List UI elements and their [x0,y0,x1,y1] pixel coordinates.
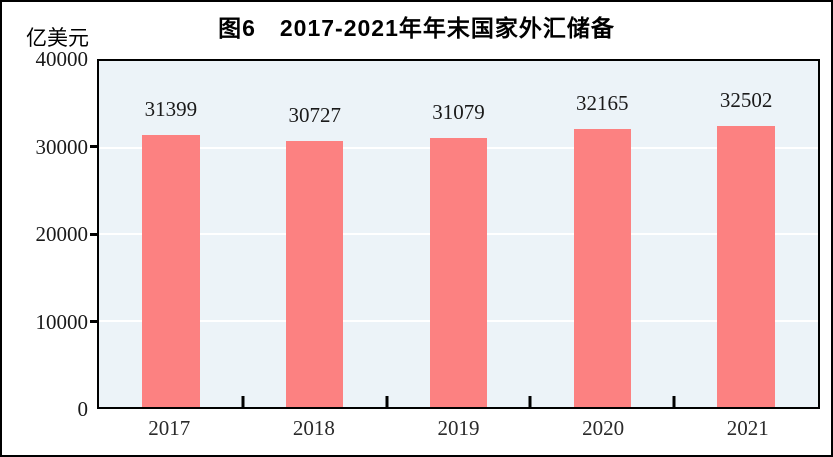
y-axis-tick [90,232,97,236]
y-tick-label-10000: 10000 [35,309,89,334]
x-tick-label-2020: 2020 [582,416,625,440]
y-axis-unit-label: 亿美元 [26,26,89,50]
x-axis-tick [385,396,389,407]
bar-2017 [142,135,200,407]
bar-value-label-2017: 31399 [144,97,198,122]
bar-2019 [429,138,488,407]
bar-2021 [717,125,775,407]
y-axis-tick [90,320,97,323]
bar-value-label-2020: 32165 [576,90,629,115]
x-tick-label-2019: 2019 [437,416,480,440]
y-axis-tick [90,145,97,148]
y-tick-label-0: 0 [77,397,89,421]
bar-2020 [573,128,632,407]
x-tick-label-2017: 2017 [148,416,191,440]
y-tick-label-20000: 20000 [35,222,89,246]
x-axis-tick [528,396,532,407]
bar-value-label-2018: 30727 [288,103,341,128]
y-tick-label-40000: 40000 [35,47,89,71]
x-axis-tick [672,396,676,407]
y-tick-label-30000: 30000 [35,134,89,159]
bar-value-label-2019: 31079 [432,100,485,125]
chart-title: 图6 2017-2021年年末国家外汇储备 [218,15,615,41]
plot-area: 31399 30727 31079 32165 32502 [97,59,820,409]
x-tick-label-2021: 2021 [726,416,769,440]
bar-2018 [285,141,344,407]
x-axis-tick [241,396,245,407]
x-tick-label-2018: 2018 [292,416,335,440]
bar-value-label-2021: 32502 [719,87,773,112]
